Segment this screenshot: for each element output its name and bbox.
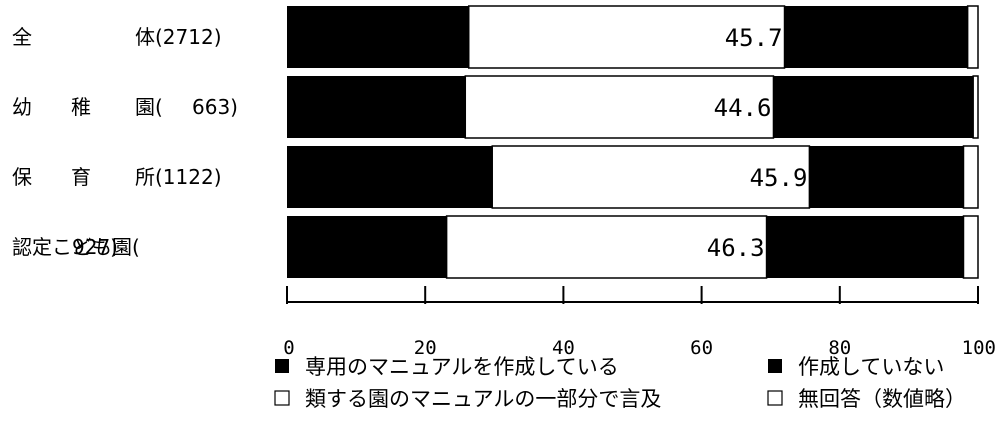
legend-label: 無回答（数値略） [798, 387, 966, 411]
category-label: 認定こども園(927) [12, 235, 140, 259]
bar-segment [287, 216, 447, 278]
bar-segment [491, 145, 811, 209]
bar-segment [464, 75, 775, 139]
x-tick-label: 0 [283, 337, 294, 359]
bar-segment [784, 6, 968, 68]
legend-swatch [274, 390, 290, 406]
bar-segment [287, 146, 493, 208]
bar-segment [287, 76, 466, 138]
data-label: 46.3 [707, 234, 765, 262]
legend-label: 作成していない [798, 355, 944, 379]
category-label: 保育所(1122) [12, 165, 222, 189]
data-label: 45.9 [750, 164, 808, 192]
bar-segment [287, 6, 469, 68]
bar-segment [966, 5, 979, 69]
category-label: 全体(2712) [12, 25, 222, 49]
legend-swatch [275, 359, 289, 373]
legend-swatch [767, 390, 783, 406]
legend-label: 類する園のマニュアルの一部分で言及 [305, 387, 661, 411]
category-label: 幼稚園(663) [12, 95, 238, 119]
x-tick-label: 40 [552, 337, 575, 359]
bar-segment [766, 216, 964, 278]
bar-segment [445, 215, 768, 279]
x-tick-label: 20 [414, 337, 437, 359]
bar-segment [467, 5, 786, 69]
data-label: 44.6 [714, 94, 772, 122]
x-tick-label: 80 [828, 337, 851, 359]
bar-segment [773, 76, 974, 138]
legend-label: 専用のマニュアルを作成している [305, 355, 619, 379]
bar-segment [809, 146, 964, 208]
legend-swatch [768, 359, 782, 373]
bar-segment [962, 145, 979, 209]
data-label: 45.7 [725, 24, 783, 52]
x-tick-label: 60 [690, 337, 713, 359]
bar-segment [962, 215, 979, 279]
x-tick-label: 100 [962, 337, 996, 359]
bar-segment [972, 75, 979, 139]
